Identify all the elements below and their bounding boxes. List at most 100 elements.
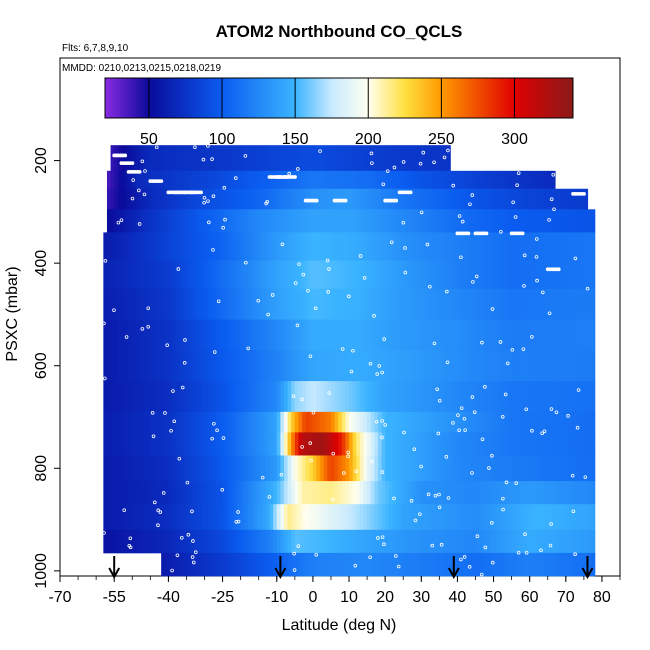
heatmap-cell xyxy=(504,504,509,531)
heatmap-cell xyxy=(522,381,527,413)
heatmap-cell xyxy=(468,552,473,577)
heatmap-cell xyxy=(125,232,130,261)
heatmap-cell xyxy=(218,232,224,261)
heatmap-cell xyxy=(461,232,466,261)
heatmap-cell xyxy=(526,455,531,482)
track-segment-point xyxy=(343,198,348,203)
heatmap-cell xyxy=(558,350,563,382)
heatmap-cell xyxy=(580,209,585,233)
heatmap-cell xyxy=(486,319,491,351)
heatmap-cell xyxy=(157,145,162,172)
heatmap-cell xyxy=(215,529,220,554)
heatmap-cell xyxy=(139,319,144,351)
heatmap-cell xyxy=(526,432,531,456)
heatmap-cell xyxy=(330,288,336,320)
sample-point xyxy=(549,197,554,202)
heatmap-cell xyxy=(247,455,253,482)
sample-point xyxy=(418,161,423,166)
heatmap-cell xyxy=(182,350,188,382)
heatmap-cell xyxy=(237,188,242,210)
heatmap-cell xyxy=(551,552,556,577)
heatmap-cell xyxy=(565,411,571,433)
heatmap-cell xyxy=(450,504,455,531)
heatmap-cell xyxy=(482,260,487,290)
heatmap-cell xyxy=(172,145,177,172)
sample-point xyxy=(171,389,175,393)
heatmap-cell xyxy=(482,170,487,190)
heatmap-cell xyxy=(215,288,220,320)
heatmap-cell xyxy=(229,170,235,190)
heatmap-cell xyxy=(132,288,137,320)
heatmap-cell xyxy=(345,170,350,190)
heatmap-cell xyxy=(175,381,180,413)
heatmap-cell xyxy=(457,232,462,261)
heatmap-cell xyxy=(453,260,459,290)
heatmap-cell xyxy=(172,170,177,190)
heatmap-cell xyxy=(291,170,296,190)
heatmap-cell xyxy=(265,260,271,290)
sample-point xyxy=(182,361,187,365)
heatmap-cell xyxy=(544,188,549,210)
sample-point xyxy=(396,564,401,569)
heatmap-cell xyxy=(471,170,477,190)
heatmap-cell xyxy=(439,188,444,210)
heatmap-cell xyxy=(461,432,466,456)
heatmap-cell xyxy=(233,209,238,233)
heatmap-cell xyxy=(193,529,198,554)
heatmap-cell xyxy=(356,552,361,577)
heatmap-cell xyxy=(273,288,278,320)
y-tick-label: 800 xyxy=(33,455,50,482)
sample-point xyxy=(451,421,455,425)
heatmap-cell xyxy=(399,319,404,351)
heatmap-cell xyxy=(388,319,393,351)
heatmap-cell xyxy=(341,260,347,290)
heatmap-cell xyxy=(330,381,336,413)
sample-point xyxy=(475,534,480,538)
heatmap-cell xyxy=(280,288,285,320)
heatmap-cell xyxy=(175,481,180,505)
heatmap-cell xyxy=(493,552,498,577)
heatmap-cell xyxy=(439,350,444,382)
heatmap-cell xyxy=(359,411,365,433)
heatmap-cell xyxy=(349,350,354,382)
heatmap-cell xyxy=(482,481,487,505)
heatmap-cell xyxy=(493,288,498,320)
heatmap-cell xyxy=(536,209,542,233)
heatmap-cell xyxy=(518,319,524,351)
heatmap-cell xyxy=(237,350,242,382)
heatmap-cell xyxy=(533,319,538,351)
heatmap-cell xyxy=(486,232,491,261)
heatmap-cell xyxy=(168,455,173,482)
heatmap-cell xyxy=(500,209,505,233)
heatmap-cell xyxy=(338,170,343,190)
heatmap-cell xyxy=(197,170,202,190)
heatmap-cell xyxy=(323,552,328,577)
heatmap-cell xyxy=(569,260,574,290)
heatmap-cell xyxy=(265,432,271,456)
heatmap-cell xyxy=(269,288,274,320)
heatmap-cell xyxy=(215,381,220,413)
heatmap-cell xyxy=(439,260,444,290)
heatmap-cell xyxy=(222,319,227,351)
heatmap-cell xyxy=(146,529,151,554)
heatmap-cell xyxy=(287,529,292,554)
heatmap-cell xyxy=(110,319,115,351)
heatmap-cell xyxy=(475,232,480,261)
heatmap-cell xyxy=(435,209,440,233)
heatmap-cell xyxy=(526,504,531,531)
heatmap-cell xyxy=(110,170,115,190)
heatmap-cell xyxy=(237,381,242,413)
heatmap-cell xyxy=(421,145,426,172)
heatmap-cell xyxy=(229,552,235,577)
heatmap-cell xyxy=(526,481,531,505)
heatmap-cell xyxy=(471,232,477,261)
heatmap-cell xyxy=(316,381,321,413)
heatmap-cell xyxy=(298,411,303,433)
heatmap-cell xyxy=(208,188,213,210)
heatmap-cell xyxy=(334,411,339,433)
heatmap-cell xyxy=(125,481,130,505)
heatmap-cell xyxy=(265,209,271,233)
heatmap-cell xyxy=(356,529,361,554)
heatmap-cell xyxy=(280,188,285,210)
heatmap-cell xyxy=(106,209,112,233)
